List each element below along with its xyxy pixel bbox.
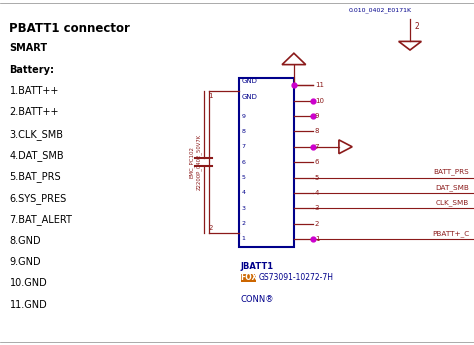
- Text: 11: 11: [315, 82, 324, 88]
- Text: 2: 2: [315, 220, 319, 227]
- Text: Battery:: Battery:: [9, 65, 55, 75]
- Text: GND: GND: [242, 93, 257, 100]
- Text: 5: 5: [315, 175, 319, 180]
- Text: 4: 4: [315, 190, 319, 196]
- Text: 9: 9: [315, 113, 319, 119]
- Text: JBATT1: JBATT1: [241, 262, 274, 271]
- Text: 8: 8: [315, 128, 319, 135]
- Text: 2: 2: [209, 225, 213, 231]
- Text: EMC_PC102: EMC_PC102: [189, 146, 195, 178]
- Text: 4.DAT_SMB: 4.DAT_SMB: [9, 150, 64, 161]
- Text: 0.010_0402_E0171K: 0.010_0402_E0171K: [348, 7, 411, 12]
- Text: 1.BATT++: 1.BATT++: [9, 86, 59, 96]
- Text: SMART: SMART: [9, 43, 47, 53]
- Text: 6: 6: [315, 159, 319, 165]
- Text: Z2200P_0402_50V7K: Z2200P_0402_50V7K: [196, 134, 202, 190]
- Text: 3.CLK_SMB: 3.CLK_SMB: [9, 129, 64, 140]
- Text: CONN®: CONN®: [241, 295, 274, 304]
- Text: GS73091-10272-7H: GS73091-10272-7H: [258, 273, 333, 283]
- Text: 8.GND: 8.GND: [9, 236, 41, 246]
- Text: BATT_PRS: BATT_PRS: [434, 169, 469, 176]
- Text: 10: 10: [315, 98, 324, 104]
- Text: 2: 2: [415, 22, 419, 31]
- Text: 1: 1: [209, 93, 213, 99]
- Text: 1: 1: [242, 236, 246, 241]
- Text: 5: 5: [242, 175, 246, 180]
- Text: CLK_SMB: CLK_SMB: [436, 199, 469, 206]
- Text: 7: 7: [242, 144, 246, 149]
- Text: 2: 2: [242, 221, 246, 226]
- Text: DAT_SMB: DAT_SMB: [436, 184, 469, 191]
- Text: 7.BAT_ALERT: 7.BAT_ALERT: [9, 214, 73, 225]
- Text: 3: 3: [315, 205, 319, 211]
- Text: FOX: FOX: [240, 273, 257, 283]
- Text: 6: 6: [242, 160, 246, 165]
- Bar: [241, 274, 256, 282]
- Text: PBATT+_C: PBATT+_C: [432, 230, 469, 237]
- Text: 7: 7: [315, 144, 319, 150]
- Text: 5.BAT_PRS: 5.BAT_PRS: [9, 171, 61, 183]
- Text: 9.GND: 9.GND: [9, 257, 41, 267]
- Text: 8: 8: [242, 129, 246, 134]
- Text: 1: 1: [315, 236, 319, 242]
- Text: 4: 4: [242, 190, 246, 195]
- Text: GND: GND: [242, 78, 257, 83]
- Text: 3: 3: [242, 206, 246, 211]
- Text: 6.SYS_PRES: 6.SYS_PRES: [9, 193, 67, 204]
- Text: 10.GND: 10.GND: [9, 278, 47, 288]
- Bar: [239, 78, 294, 247]
- Text: 2.BATT++: 2.BATT++: [9, 107, 59, 117]
- Text: PBATT1 connector: PBATT1 connector: [9, 22, 130, 36]
- Text: 11.GND: 11.GND: [9, 300, 47, 310]
- Text: 9: 9: [242, 114, 246, 119]
